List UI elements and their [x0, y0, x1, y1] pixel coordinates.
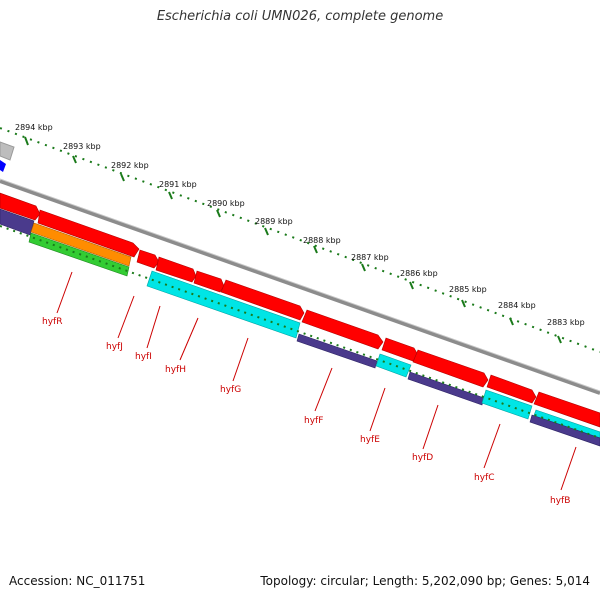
blue-marker: [0, 160, 6, 172]
gene-label: hyfB: [550, 496, 570, 506]
ruler-tick: [216, 209, 221, 218]
ruler-tick: [120, 173, 125, 182]
gene-leader: [369, 387, 386, 432]
kbp-label: 2892 kbp: [111, 161, 149, 170]
kbp-label: 2883 kbp: [547, 318, 585, 327]
kbp-label: 2886 kbp: [400, 269, 438, 278]
kbp-label: 2894 kbp: [15, 123, 53, 132]
cds-arrow: [486, 374, 537, 404]
partial-features: [0, 141, 15, 172]
gene-leader: [117, 295, 135, 339]
ruler-tick: [168, 191, 173, 200]
gene-leader: [56, 271, 73, 314]
cds-arrow: [533, 391, 600, 428]
backbone-highlight: [0, 178, 600, 392]
gene-leader: [560, 446, 577, 491]
kbp-label: 2891 kbp: [159, 180, 197, 189]
kbp-ruler: 2894 kbp 2893 kbp 2892 kbp 2891 kbp 2890…: [0, 123, 600, 353]
ruler-tick: [24, 136, 29, 146]
ruler-labels: 2894 kbp 2893 kbp 2892 kbp 2891 kbp 2890…: [15, 123, 585, 327]
gene-label: hyfD: [412, 453, 433, 463]
gray-feature: [0, 141, 15, 161]
gene-label: hyfC: [474, 473, 494, 483]
gene-leader: [314, 367, 333, 412]
genome-summary: Topology: circular; Length: 5,202,090 bp…: [260, 574, 590, 588]
cds-arrow: [155, 256, 197, 283]
cds-arrow: [37, 209, 140, 258]
gene-leader: [483, 423, 501, 469]
ruler-ticks: [24, 136, 562, 344]
ruler-tick: [313, 245, 318, 254]
gene-labels: hyfR hyfJ hyfI hyfH hyfG hyfF hyfE hyfD …: [42, 317, 570, 506]
cds-arrow: [412, 349, 489, 388]
cds-row: [0, 192, 600, 428]
backbone-line: [0, 179, 600, 395]
ruler-tick: [409, 281, 414, 290]
cds-arrow: [301, 309, 384, 350]
kbp-label: 2889 kbp: [255, 217, 293, 226]
kbp-label: 2884 kbp: [498, 301, 536, 310]
kbp-label: 2890 kbp: [207, 199, 245, 208]
gene-leaders: [56, 271, 577, 491]
cyan-band: [481, 389, 533, 420]
navy-band: [407, 371, 485, 406]
map-title: Escherichia coli UMN026, complete genome: [156, 9, 444, 24]
kbp-label: 2887 kbp: [351, 253, 389, 262]
lower-dotted-track: [0, 225, 600, 439]
gene-leader: [422, 404, 439, 450]
ruler-tick: [509, 317, 514, 326]
green-band: [28, 232, 130, 277]
kbp-label: 2885 kbp: [449, 285, 487, 294]
gene-label: hyfG: [220, 385, 241, 395]
gene-label: hyfH: [165, 365, 186, 375]
orange-band: [30, 222, 132, 267]
ruler-dotted-line: [0, 127, 600, 353]
cds-arrow: [220, 279, 305, 321]
cds-arrow: [0, 192, 41, 221]
ruler-tick: [361, 263, 366, 272]
gene-label: hyfI: [135, 352, 152, 362]
gene-label: hyfE: [360, 435, 380, 445]
annotation-bands: [0, 208, 600, 447]
backbone: [0, 178, 600, 395]
ruler-tick: [461, 299, 466, 308]
navy-band: [296, 333, 378, 369]
kbp-label: 2888 kbp: [303, 236, 341, 245]
navy-band: [529, 414, 600, 447]
cds-arrow: [136, 249, 160, 269]
gene-label: hyfJ: [106, 342, 123, 352]
gene-leader: [146, 305, 161, 349]
accession-text: Accession: NC_011751: [9, 574, 146, 588]
gene-leader: [232, 337, 249, 382]
gene-label: hyfF: [304, 416, 323, 426]
kbp-label: 2893 kbp: [63, 142, 101, 151]
navy-band: [0, 208, 35, 236]
ruler-tick: [557, 335, 562, 344]
cyan-band: [375, 353, 412, 378]
ruler-tick: [264, 227, 269, 236]
ruler-tick: [72, 155, 77, 164]
cyan-band: [146, 270, 301, 339]
gene-label: hyfR: [42, 317, 62, 327]
gene-leader: [179, 317, 199, 361]
